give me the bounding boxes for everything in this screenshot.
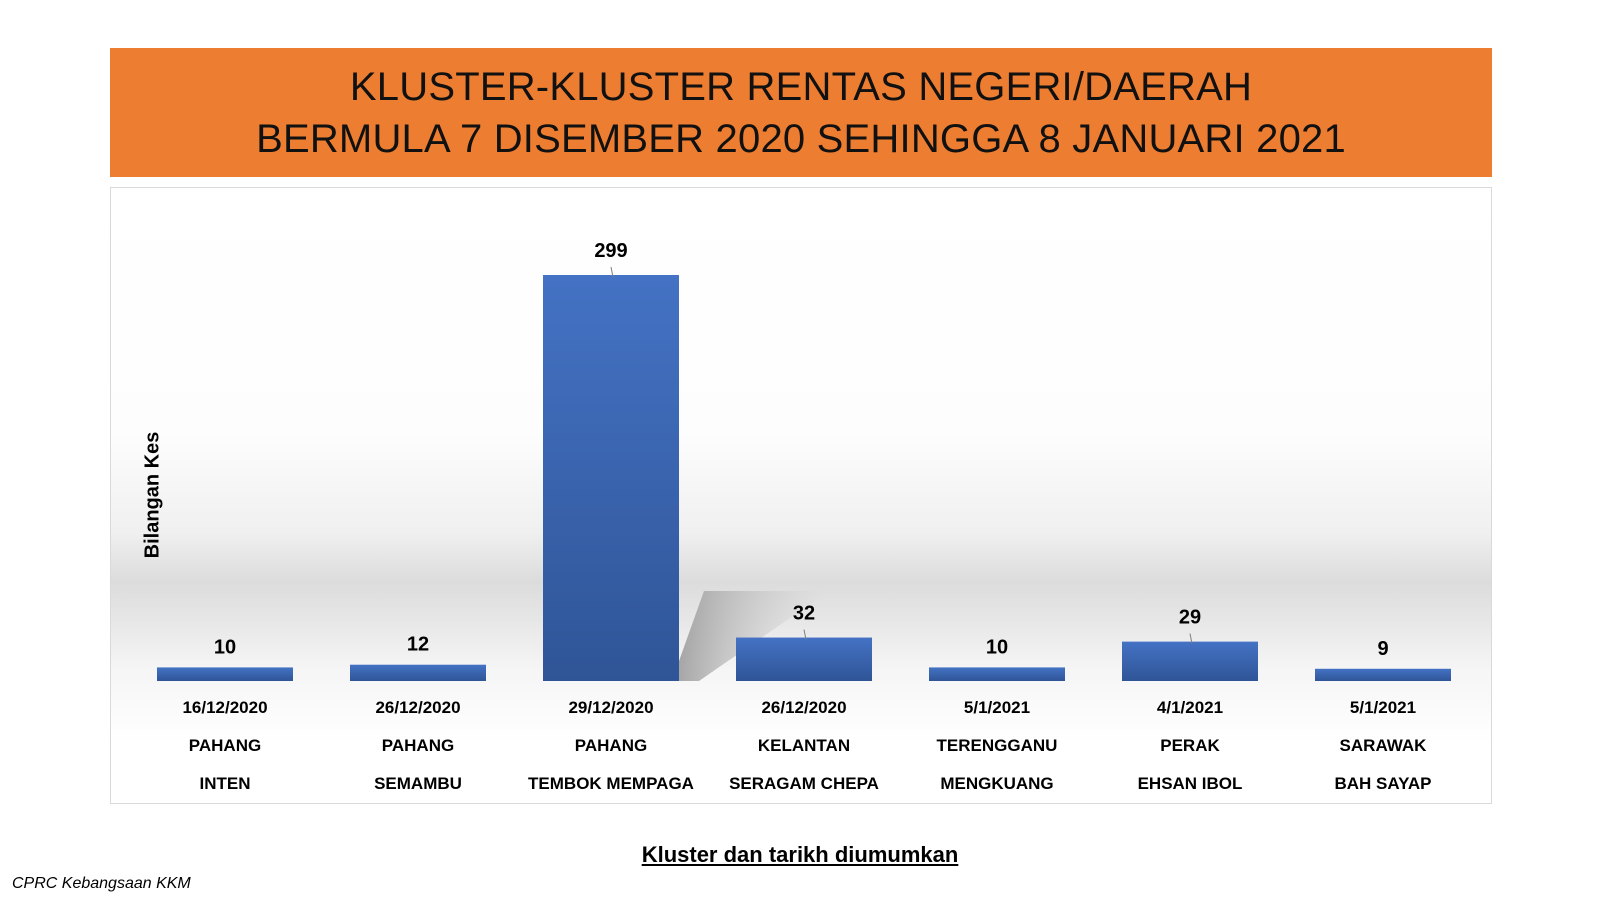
x-axis-label: Kluster dan tarikh diumumkan (641, 842, 959, 867)
category-state-label: PAHANG (382, 736, 454, 755)
data-label: 12 (407, 634, 429, 656)
data-label: 299 (594, 240, 627, 262)
category-state-label: TERENGGANU (937, 736, 1058, 755)
data-label: 10 (214, 636, 236, 658)
category-state-label: PERAK (1160, 736, 1220, 755)
category-cluster-label: INTEN (200, 774, 251, 793)
category-date-label: 5/1/2021 (964, 698, 1030, 717)
bar (543, 275, 679, 681)
category-state-label: PAHANG (575, 736, 647, 755)
category-state-label: SARAWAK (1340, 736, 1428, 755)
chart-title: KLUSTER-KLUSTER RENTAS NEGERI/DAERAH (349, 64, 1253, 109)
y-axis-label: Bilangan Kes (141, 431, 164, 559)
category-cluster-label: SERAGAM CHEPA (729, 774, 879, 793)
data-label: 29 (1179, 607, 1201, 629)
category-cluster-label: EHSAN IBOL (1138, 774, 1243, 793)
category-state-label: PAHANG (189, 736, 261, 755)
bar-shadow (679, 591, 829, 681)
bar (1122, 641, 1258, 681)
bar (929, 667, 1065, 681)
source-credit: CPRC Kebangsaan KKM (12, 875, 191, 892)
bar (736, 637, 872, 681)
bar (157, 667, 293, 681)
chart-area (110, 187, 1492, 804)
bar (1315, 668, 1451, 681)
category-date-label: 5/1/2021 (1350, 698, 1416, 717)
title-banner: KLUSTER-KLUSTER RENTAS NEGERI/DAERAH BER… (110, 48, 1492, 177)
data-label-leader (803, 629, 807, 640)
bar (350, 664, 486, 681)
data-label-leader (610, 266, 614, 278)
data-label: 10 (986, 636, 1008, 658)
category-cluster-label: MENGKUANG (940, 774, 1053, 793)
chart-subtitle: BERMULA 7 DISEMBER 2020 SEHINGGA 8 JANUA… (256, 116, 1346, 161)
data-label-leader (1189, 633, 1193, 644)
category-date-label: 29/12/2020 (568, 698, 653, 717)
category-date-label: 26/12/2020 (375, 698, 460, 717)
category-date-label: 4/1/2021 (1157, 698, 1223, 717)
category-cluster-label: TEMBOK MEMPAGA (528, 774, 694, 793)
category-cluster-label: BAH SAYAP (1334, 774, 1431, 793)
category-date-label: 26/12/2020 (761, 698, 846, 717)
category-date-label: 16/12/2020 (182, 698, 267, 717)
data-label: 9 (1377, 638, 1388, 660)
category-cluster-label: SEMAMBU (374, 774, 462, 793)
category-state-label: KELANTAN (758, 736, 850, 755)
data-label: 32 (793, 603, 815, 625)
